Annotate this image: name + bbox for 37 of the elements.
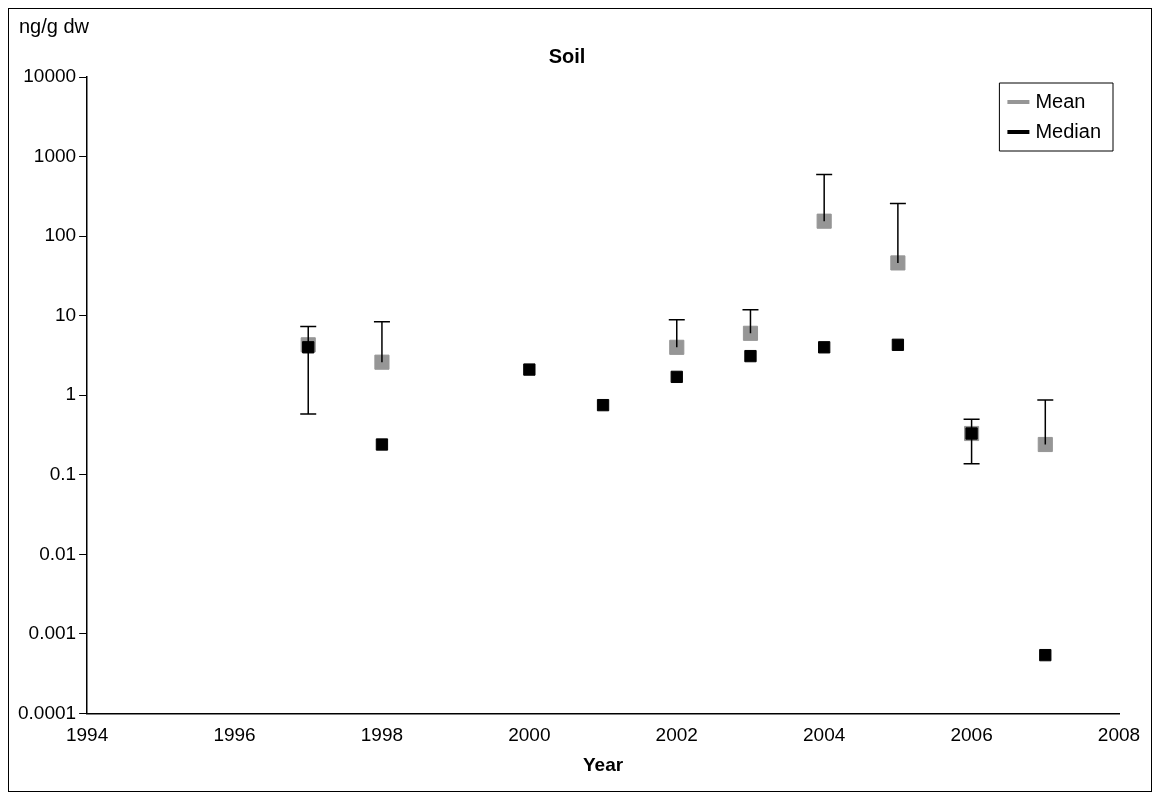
x-tick-label: 1994 — [65, 724, 109, 746]
y-tick-label: 0.01 — [39, 542, 77, 564]
legend-label: Mean — [1035, 89, 1086, 112]
point — [816, 213, 832, 229]
y-tick-label: 0.0001 — [17, 701, 77, 723]
point — [891, 338, 905, 351]
x-tick-label: 1996 — [213, 724, 256, 746]
point — [669, 339, 685, 355]
point — [523, 363, 536, 376]
x-tick-label: 2008 — [1097, 724, 1141, 746]
y-tick-label: 100 — [44, 224, 77, 246]
chart-title: Soil — [548, 44, 586, 67]
y-axis-title: ng/g dw — [19, 14, 90, 37]
x-tick-label: 2004 — [803, 724, 846, 746]
y-tick-label: 1 — [65, 383, 77, 405]
point — [596, 398, 610, 412]
point — [742, 325, 759, 341]
x-tick-label: 2006 — [950, 724, 993, 746]
point — [302, 341, 315, 354]
y-tick-label: 0.001 — [28, 622, 77, 644]
point — [375, 438, 389, 451]
x-axis-title: Year — [582, 753, 624, 775]
point — [890, 255, 906, 271]
point — [818, 341, 831, 354]
y-tick-label: 1000 — [33, 144, 77, 166]
y-tick-label: 0.1 — [49, 462, 77, 484]
legend-label: Median — [1035, 119, 1102, 142]
y-tick-label: 10 — [54, 303, 77, 325]
y-tick-label: 10000 — [23, 65, 77, 87]
point — [374, 354, 390, 370]
x-tick-label: 2000 — [508, 724, 551, 746]
point — [670, 370, 683, 384]
x-tick-label: 1998 — [360, 724, 404, 746]
point — [1039, 648, 1052, 662]
point — [1037, 436, 1053, 453]
x-tick-label: 2002 — [655, 724, 698, 746]
point — [744, 349, 757, 363]
